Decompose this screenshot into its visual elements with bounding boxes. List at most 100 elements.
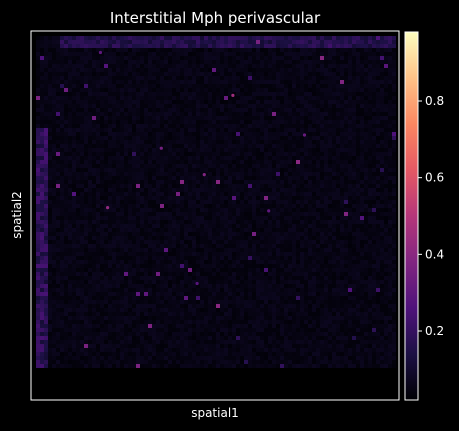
spot bbox=[92, 76, 96, 80]
spot bbox=[44, 224, 48, 228]
spot bbox=[356, 240, 360, 244]
spot bbox=[376, 164, 380, 168]
spot bbox=[140, 96, 144, 100]
spot bbox=[256, 60, 260, 64]
spot bbox=[104, 212, 108, 216]
spot bbox=[212, 136, 216, 140]
spot bbox=[160, 176, 164, 180]
spot bbox=[324, 72, 328, 76]
spot bbox=[56, 64, 60, 68]
spot bbox=[76, 224, 80, 228]
spot bbox=[384, 116, 388, 120]
spot bbox=[332, 164, 336, 168]
spot bbox=[144, 108, 148, 112]
spot bbox=[136, 224, 140, 228]
spot bbox=[368, 72, 372, 76]
spot bbox=[152, 116, 156, 120]
spot bbox=[36, 152, 40, 156]
spot bbox=[188, 116, 192, 120]
spot bbox=[320, 140, 324, 144]
spot bbox=[100, 52, 104, 56]
spot bbox=[144, 180, 148, 184]
spot bbox=[136, 100, 140, 104]
spot bbox=[276, 176, 280, 180]
spot bbox=[212, 72, 216, 76]
spot bbox=[284, 72, 288, 76]
spot bbox=[240, 164, 244, 168]
spot bbox=[216, 168, 220, 172]
spot bbox=[320, 160, 324, 164]
spot bbox=[208, 188, 212, 192]
spot bbox=[184, 224, 188, 228]
spot bbox=[356, 40, 360, 44]
spot bbox=[284, 136, 288, 140]
spot bbox=[148, 140, 152, 144]
spot bbox=[204, 248, 208, 252]
spot bbox=[140, 176, 144, 180]
spot bbox=[144, 208, 148, 212]
spot bbox=[372, 136, 376, 140]
spot bbox=[260, 72, 264, 76]
spot bbox=[140, 228, 144, 232]
spot bbox=[240, 56, 244, 60]
spot bbox=[36, 104, 40, 108]
spot bbox=[308, 156, 312, 160]
spot bbox=[324, 40, 328, 44]
spot bbox=[296, 92, 300, 96]
spot bbox=[244, 36, 248, 40]
spot bbox=[388, 232, 392, 236]
spot bbox=[192, 252, 196, 256]
spot bbox=[156, 136, 160, 140]
spot bbox=[328, 224, 332, 228]
spot bbox=[340, 180, 344, 184]
spot bbox=[312, 84, 316, 88]
spot bbox=[260, 92, 264, 96]
spot bbox=[104, 112, 108, 116]
spot bbox=[152, 140, 156, 144]
spot bbox=[160, 184, 164, 188]
spot bbox=[180, 244, 184, 248]
spot bbox=[284, 220, 288, 224]
spot bbox=[304, 96, 308, 100]
spot bbox=[220, 136, 224, 140]
spot bbox=[184, 176, 188, 180]
spot bbox=[184, 236, 188, 240]
spot bbox=[96, 144, 100, 148]
spot bbox=[40, 240, 44, 244]
spot bbox=[332, 160, 336, 164]
spot bbox=[96, 116, 100, 120]
spot bbox=[144, 104, 148, 108]
spot bbox=[196, 44, 200, 48]
spot bbox=[260, 168, 264, 172]
spot bbox=[368, 108, 372, 112]
spot bbox=[176, 36, 180, 40]
spot bbox=[272, 108, 276, 112]
spot bbox=[228, 120, 232, 124]
spot bbox=[260, 188, 264, 192]
spot bbox=[212, 144, 216, 148]
spot bbox=[172, 200, 176, 204]
spot bbox=[136, 196, 140, 200]
spot bbox=[320, 136, 324, 140]
spot bbox=[268, 88, 272, 92]
spot bbox=[80, 68, 84, 72]
spot bbox=[364, 136, 368, 140]
spot bbox=[76, 60, 80, 64]
spot bbox=[228, 164, 232, 168]
spot bbox=[332, 68, 336, 72]
spot bbox=[292, 172, 296, 176]
spot bbox=[304, 36, 308, 40]
spot bbox=[68, 128, 72, 132]
spot bbox=[252, 92, 256, 96]
spot bbox=[96, 112, 100, 116]
spot bbox=[76, 72, 80, 76]
spot bbox=[264, 172, 268, 176]
spot bbox=[92, 36, 96, 40]
spot bbox=[344, 192, 348, 196]
spot bbox=[112, 232, 116, 236]
spot bbox=[172, 168, 176, 172]
spot bbox=[136, 92, 140, 96]
spot bbox=[300, 232, 304, 236]
spot bbox=[72, 120, 76, 124]
spot bbox=[136, 252, 140, 256]
